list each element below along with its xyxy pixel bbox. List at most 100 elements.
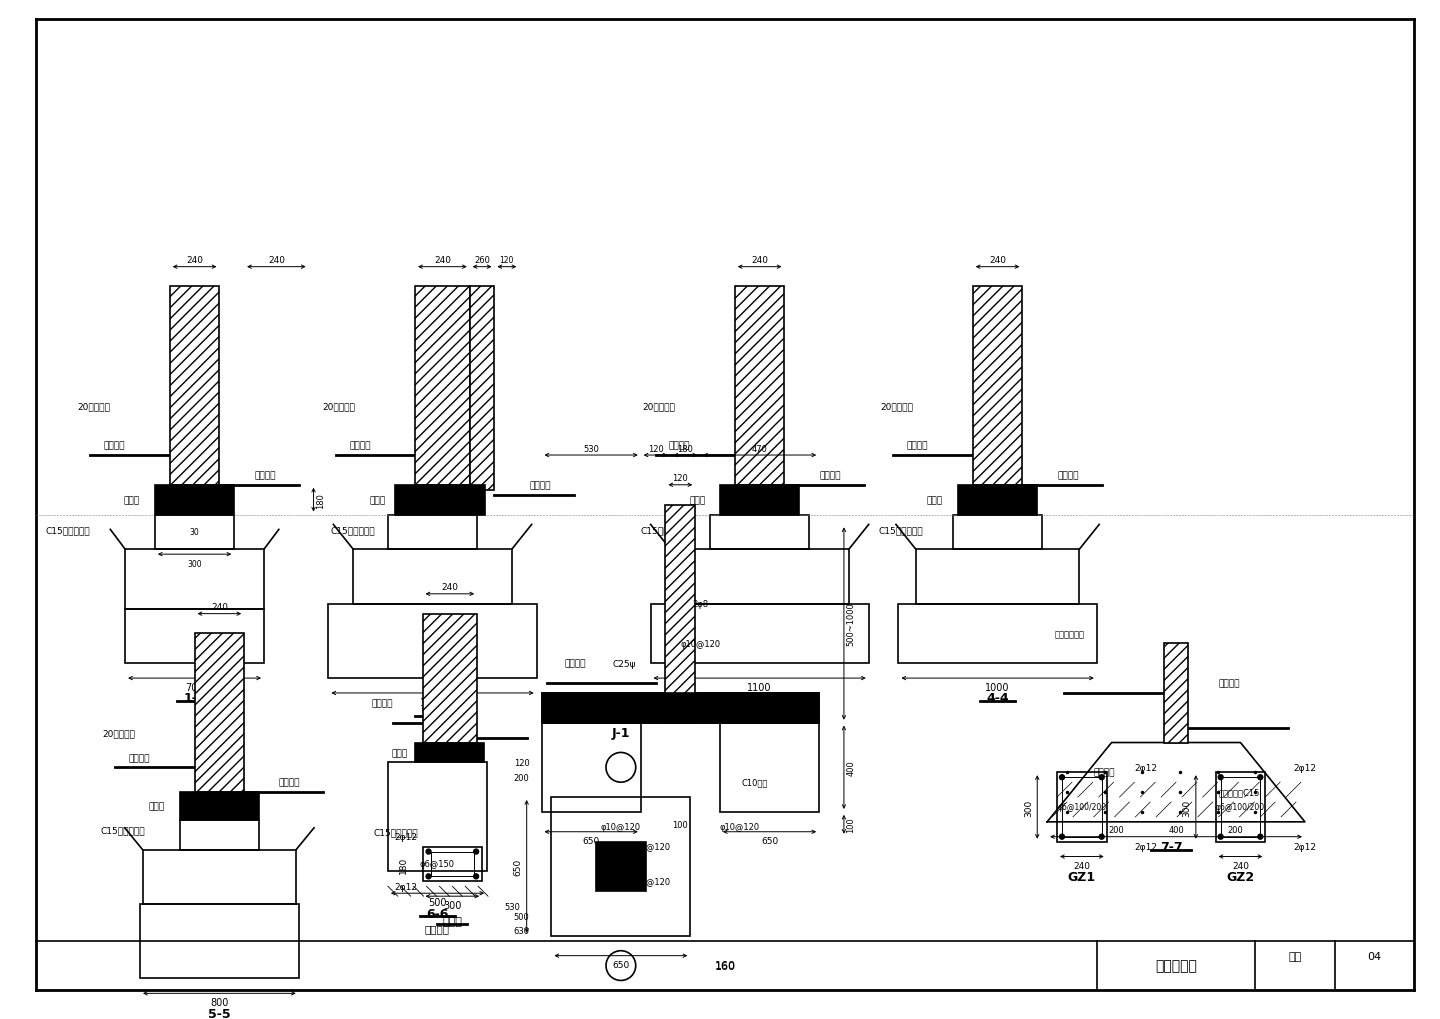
Text: φ6@100/200: φ6@100/200 xyxy=(1057,803,1106,812)
Bar xyxy=(1221,777,1260,837)
Text: 室外地坪: 室外地坪 xyxy=(372,699,393,707)
Bar xyxy=(422,614,477,743)
Text: 650: 650 xyxy=(513,858,523,875)
Text: 2φ12: 2φ12 xyxy=(1135,843,1158,851)
Text: 200: 200 xyxy=(1228,825,1243,835)
Text: 素土夯实: 素土夯实 xyxy=(1093,768,1115,777)
Text: φ10@120: φ10@120 xyxy=(631,843,671,851)
Text: 2φ8: 2φ8 xyxy=(693,599,708,608)
Bar xyxy=(180,793,259,820)
Bar xyxy=(143,850,297,904)
Circle shape xyxy=(474,849,478,854)
Text: 530: 530 xyxy=(566,706,582,715)
Bar xyxy=(958,485,1037,515)
Bar xyxy=(710,515,809,549)
Text: φ6@100/200: φ6@100/200 xyxy=(1215,803,1264,812)
Text: 04: 04 xyxy=(1367,951,1381,961)
Text: 240: 240 xyxy=(268,256,285,265)
Bar xyxy=(125,549,264,609)
Bar xyxy=(541,723,641,812)
Bar xyxy=(387,515,477,549)
Bar xyxy=(415,287,469,485)
Text: 2φ12: 2φ12 xyxy=(395,881,418,891)
Text: 室外地坪: 室外地坪 xyxy=(253,471,275,480)
Bar xyxy=(671,549,848,604)
Text: 3-3: 3-3 xyxy=(749,692,770,705)
Text: 240: 240 xyxy=(752,256,768,265)
Text: 400: 400 xyxy=(1168,825,1184,835)
Bar xyxy=(156,515,235,549)
Bar xyxy=(422,847,482,881)
Text: 120: 120 xyxy=(648,444,664,453)
Bar xyxy=(431,852,474,876)
Bar xyxy=(415,743,484,762)
Text: 20厚防潮层: 20厚防潮层 xyxy=(102,729,135,738)
Text: 180: 180 xyxy=(315,492,325,508)
Text: 2φ12: 2φ12 xyxy=(1293,843,1316,851)
Bar xyxy=(194,634,245,793)
Text: 800: 800 xyxy=(210,998,229,1007)
Text: 160: 160 xyxy=(714,960,736,970)
Bar xyxy=(1164,644,1188,743)
Text: 470: 470 xyxy=(660,706,675,715)
Text: 100: 100 xyxy=(847,816,855,833)
Text: 地圈梁: 地圈梁 xyxy=(927,495,943,504)
Text: 室内地坪: 室内地坪 xyxy=(1218,679,1240,688)
Text: 2φ12: 2φ12 xyxy=(395,833,418,842)
Text: 470: 470 xyxy=(752,444,768,453)
Bar xyxy=(396,485,484,515)
Text: φ6@150: φ6@150 xyxy=(420,860,455,868)
Text: 240: 240 xyxy=(1233,861,1248,870)
Bar xyxy=(953,515,1043,549)
Bar xyxy=(170,287,219,485)
Text: 500: 500 xyxy=(428,898,446,907)
Text: C15毛石混凝土: C15毛石混凝土 xyxy=(878,526,923,534)
Bar xyxy=(125,609,264,663)
Text: 650: 650 xyxy=(583,837,599,846)
Text: 240: 240 xyxy=(210,602,228,611)
Text: 240: 240 xyxy=(989,256,1007,265)
Text: 室外地坪: 室外地坪 xyxy=(1057,471,1079,480)
Bar xyxy=(1057,772,1106,842)
Bar xyxy=(651,604,868,663)
Bar xyxy=(180,820,259,850)
Text: J-1: J-1 xyxy=(612,727,631,740)
Bar xyxy=(328,604,537,679)
Text: 300: 300 xyxy=(444,900,461,910)
Text: 180: 180 xyxy=(399,856,408,872)
Text: C15毛石混凝土: C15毛石混凝土 xyxy=(641,526,685,534)
Bar xyxy=(973,287,1022,485)
Text: φ10@120: φ10@120 xyxy=(720,822,760,832)
Text: φ10@120: φ10@120 xyxy=(680,639,720,648)
Circle shape xyxy=(1099,835,1104,840)
Text: 1050: 1050 xyxy=(420,697,445,707)
Text: 500: 500 xyxy=(514,912,530,920)
Text: 基础大样图: 基础大样图 xyxy=(1155,959,1197,972)
Bar xyxy=(541,693,819,723)
Text: GZ2: GZ2 xyxy=(1227,870,1254,883)
Text: 1100: 1100 xyxy=(747,683,772,692)
Text: 2φ12: 2φ12 xyxy=(1135,763,1158,772)
Circle shape xyxy=(426,874,431,879)
Text: 530: 530 xyxy=(504,902,520,911)
Text: 160: 160 xyxy=(714,961,736,971)
Text: 围墙基础: 围墙基础 xyxy=(425,923,449,933)
Circle shape xyxy=(1257,835,1263,840)
Text: φ10@120: φ10@120 xyxy=(631,877,671,886)
Bar xyxy=(720,485,799,515)
Text: 200: 200 xyxy=(1109,825,1125,835)
Text: 300: 300 xyxy=(1182,799,1191,816)
Text: 240: 240 xyxy=(441,583,458,592)
Bar xyxy=(552,797,690,935)
Text: 20厚防潮层: 20厚防潮层 xyxy=(642,401,675,411)
Circle shape xyxy=(426,849,431,854)
Text: 200: 200 xyxy=(514,773,530,782)
Text: 240: 240 xyxy=(1073,861,1090,870)
Text: 530: 530 xyxy=(583,444,599,453)
Text: 700: 700 xyxy=(186,683,204,692)
Text: 500~1000: 500~1000 xyxy=(847,602,855,646)
Circle shape xyxy=(1218,835,1223,840)
Text: C15毛石混凝土: C15毛石混凝土 xyxy=(101,825,145,835)
Text: 室外地坪: 室外地坪 xyxy=(564,659,586,668)
Text: φ10@120: φ10@120 xyxy=(600,822,641,832)
